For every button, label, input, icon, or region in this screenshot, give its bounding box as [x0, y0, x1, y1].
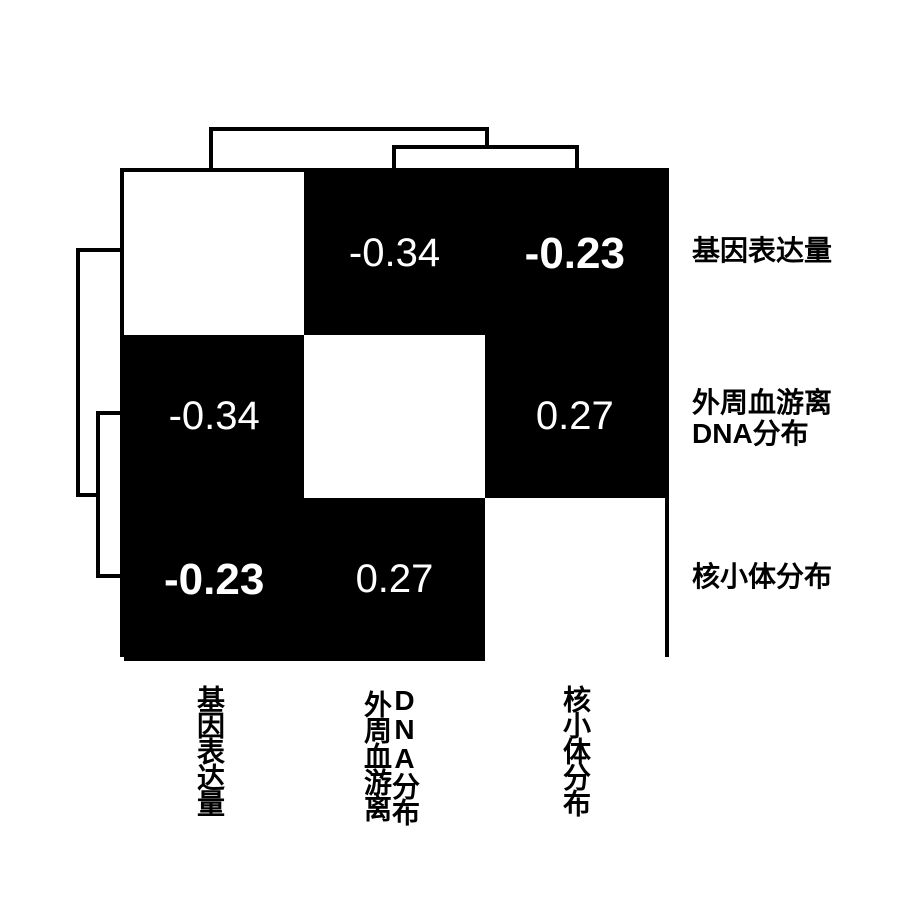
- dendro-segment: [98, 574, 120, 578]
- heatmap-cell: 0.27: [304, 498, 484, 661]
- heatmap-figure: { "heatmap": { "type": "heatmap", "label…: [0, 0, 908, 915]
- heatmap-cell: -0.34: [304, 172, 484, 335]
- dendro-segment: [209, 129, 213, 169]
- col-label: 外周血游离DNA分布: [362, 685, 418, 824]
- heatmap-cell: -0.23: [485, 172, 665, 335]
- dendro-segment: [485, 129, 489, 149]
- col-label: 基因表达量: [195, 685, 223, 815]
- heatmap-cell: [485, 498, 665, 661]
- heatmap-cell: -0.23: [124, 498, 304, 661]
- heatmap-cell: [124, 172, 304, 335]
- dendro-segment: [76, 248, 80, 497]
- heatmap-cell: -0.34: [124, 335, 304, 498]
- col-label: 核小体分布: [561, 685, 589, 815]
- dendro-segment: [80, 248, 120, 252]
- heatmap-row: -0.230.27: [124, 498, 665, 661]
- row-label: 基因表达量: [692, 236, 832, 267]
- heatmap-cell: 0.27: [485, 335, 665, 498]
- dendro-segment: [392, 147, 396, 169]
- heatmap-row: -0.34-0.23: [124, 172, 665, 335]
- dendro-segment: [78, 493, 100, 497]
- row-label: 核小体分布: [692, 562, 832, 593]
- dendro-segment: [209, 127, 489, 131]
- heatmap-grid: -0.34-0.23-0.34 0.27-0.230.27: [120, 168, 669, 657]
- row-label: 外周血游离DNA分布: [692, 388, 832, 450]
- heatmap-cell: [304, 335, 484, 498]
- dendro-segment: [98, 411, 120, 415]
- heatmap-row: -0.34 0.27: [124, 335, 665, 498]
- dendro-segment: [575, 147, 579, 169]
